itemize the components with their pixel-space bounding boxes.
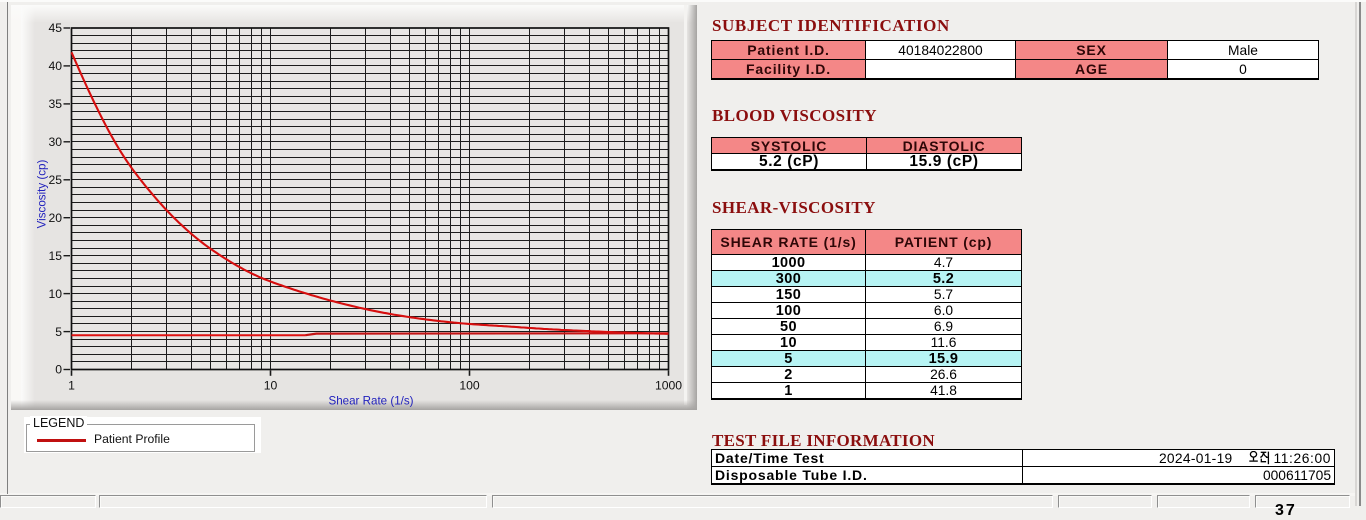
svg-text:25: 25 xyxy=(48,173,62,187)
svg-text:10: 10 xyxy=(264,379,278,393)
svg-text:1000: 1000 xyxy=(655,379,682,393)
svg-text:40: 40 xyxy=(48,59,62,73)
svg-text:0: 0 xyxy=(55,363,62,377)
svg-text:Shear Rate (1/s): Shear Rate (1/s) xyxy=(328,395,413,408)
svg-text:35: 35 xyxy=(48,97,62,111)
svg-text:45: 45 xyxy=(48,21,62,35)
svg-text:5: 5 xyxy=(55,325,62,339)
svg-text:1: 1 xyxy=(68,379,75,393)
svg-text:Viscosity (cp): Viscosity (cp) xyxy=(36,160,49,229)
svg-text:100: 100 xyxy=(459,379,480,393)
svg-text:30: 30 xyxy=(48,135,62,149)
svg-text:20: 20 xyxy=(48,211,62,225)
svg-text:10: 10 xyxy=(48,287,62,301)
svg-text:15: 15 xyxy=(48,249,62,263)
